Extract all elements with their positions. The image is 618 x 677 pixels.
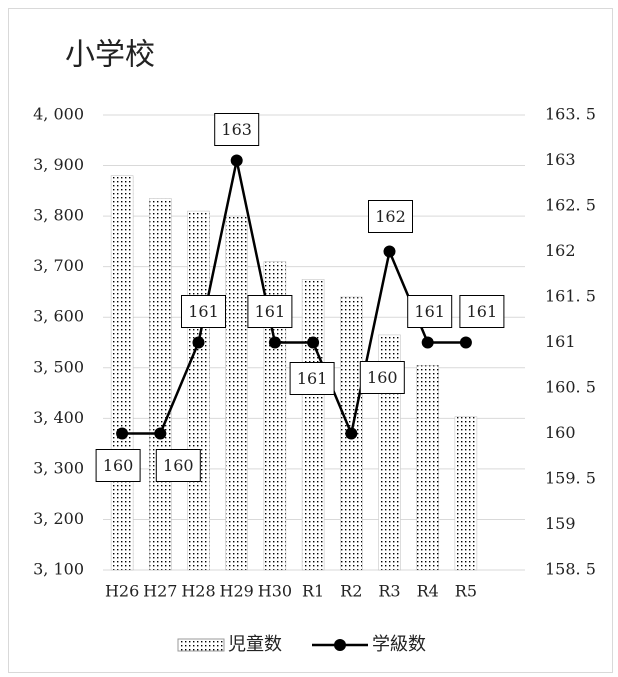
bar — [187, 210, 210, 571]
data-label: 161 — [255, 302, 286, 321]
x-tick-label: R3 — [378, 582, 400, 601]
y2-tick-label: 163 — [545, 150, 576, 169]
x-tick-label: R2 — [340, 582, 362, 601]
y-tick-label: 3, 900 — [33, 155, 84, 174]
label-box — [214, 113, 260, 146]
x-tick-label: R1 — [302, 582, 324, 601]
y2-tick-label: 160. 5 — [545, 378, 596, 397]
label-box — [407, 295, 453, 328]
data-label: 161 — [467, 302, 498, 321]
bar — [263, 261, 287, 571]
x-tick-label: R4 — [417, 582, 439, 601]
y-tick-label: 3, 100 — [33, 560, 84, 579]
x-tick-label: H27 — [143, 582, 177, 601]
label-box — [95, 449, 141, 482]
data-label: 161 — [188, 302, 219, 321]
data-label: 160 — [367, 368, 398, 387]
label-box — [368, 200, 413, 233]
y2-tick-label: 158. 5 — [545, 560, 596, 579]
x-tick-label: H28 — [181, 582, 215, 601]
marker — [459, 336, 472, 349]
legend-marker — [334, 639, 346, 651]
x-tick-label: R5 — [455, 582, 477, 601]
marker — [307, 336, 320, 349]
marker — [154, 427, 167, 440]
legend-swatch — [177, 638, 225, 652]
marker — [230, 154, 243, 167]
bar — [301, 279, 325, 571]
y2-tick-label: 161 — [545, 332, 576, 351]
y-tick-label: 3, 700 — [33, 256, 84, 275]
legend-label: 児童数 — [228, 634, 282, 655]
y2-tick-label: 163. 5 — [545, 105, 596, 124]
y-tick-label: 3, 500 — [33, 357, 84, 376]
label-box — [289, 362, 335, 395]
y-tick-label: 4, 000 — [33, 105, 84, 124]
y-tick-label: 3, 400 — [33, 408, 84, 427]
bar — [110, 175, 134, 571]
label-box — [181, 295, 226, 328]
y2-tick-label: 161. 5 — [545, 287, 596, 306]
label-box — [155, 449, 201, 482]
y2-tick-label: 160 — [545, 423, 576, 442]
y2-tick-label: 159 — [545, 514, 576, 533]
x-tick-label: H26 — [105, 582, 139, 601]
y-tick-label: 3, 800 — [33, 206, 84, 225]
marker — [345, 427, 358, 440]
y-tick-label: 3, 600 — [33, 307, 84, 326]
marker — [192, 336, 205, 349]
bar — [454, 416, 478, 571]
data-label: 163 — [221, 120, 252, 139]
legend-label: 学級数 — [372, 634, 426, 655]
marker — [421, 336, 434, 349]
x-tick-label: H30 — [258, 582, 292, 601]
data-label: 161 — [297, 369, 328, 388]
bar — [149, 198, 172, 571]
data-label: 162 — [375, 207, 406, 226]
label-box — [247, 295, 293, 328]
marker — [268, 336, 281, 349]
y-tick-label: 3, 300 — [33, 458, 84, 477]
y2-tick-label: 162 — [545, 241, 576, 260]
x-tick-label: H29 — [220, 582, 254, 601]
data-label: 160 — [163, 456, 194, 475]
label-box — [359, 361, 405, 394]
bar — [225, 215, 248, 571]
marker — [116, 427, 129, 440]
y2-tick-label: 162. 5 — [545, 196, 596, 215]
data-label: 160 — [103, 456, 134, 475]
bar — [416, 365, 439, 571]
y2-tick-label: 159. 5 — [545, 469, 596, 488]
data-label: 161 — [414, 302, 445, 321]
label-box — [459, 295, 505, 328]
chart-title: 小学校 — [65, 38, 155, 73]
marker — [383, 245, 396, 258]
y-tick-label: 3, 200 — [33, 509, 84, 528]
